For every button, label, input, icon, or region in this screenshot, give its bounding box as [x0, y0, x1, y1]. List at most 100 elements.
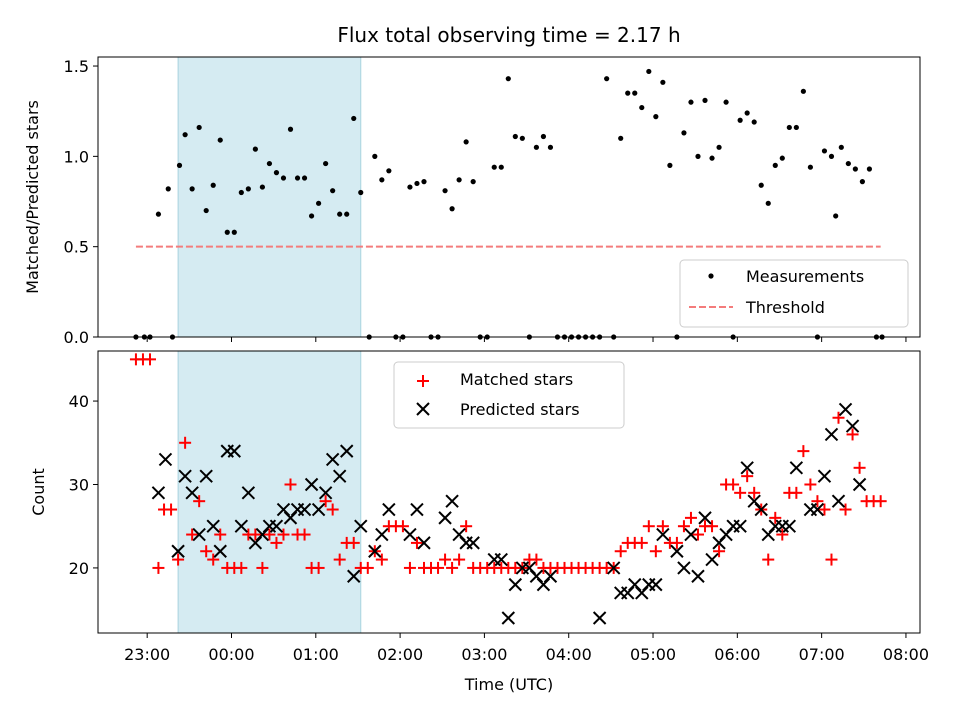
measurement-point: [442, 188, 448, 194]
matched-star-point: [186, 528, 199, 541]
predicted-star-point: [410, 502, 424, 517]
measurement-point: [259, 184, 265, 190]
measurement-point: [217, 137, 223, 143]
measurement-point: [463, 139, 469, 145]
predicted-star-point: [206, 519, 220, 533]
matched-star-point: [410, 536, 423, 549]
matched-star-point: [361, 561, 374, 574]
measurement-point: [308, 213, 315, 219]
x-tick-label: 04:00: [546, 645, 592, 664]
measurement-point: [688, 99, 694, 105]
matched-star-point: [706, 520, 719, 533]
predicted-star-point: [684, 527, 698, 542]
matched-star-point: [143, 353, 156, 366]
measurement-point: [498, 164, 504, 170]
y-tick-label: 0.0: [64, 328, 89, 347]
matched-star-point: [256, 561, 269, 574]
measurement-point: [866, 166, 873, 172]
predicted-star-point: [354, 519, 368, 533]
measurement-point: [238, 189, 244, 196]
matched-star-point: [642, 520, 655, 533]
measurement-point: [266, 160, 273, 167]
predicted-star-point: [508, 577, 523, 592]
matched-star-point: [741, 470, 754, 483]
predicted-star-point: [325, 452, 340, 467]
matched-star-point: [727, 478, 740, 491]
predicted-star-point: [311, 502, 326, 517]
measurement-point: [807, 164, 814, 170]
matched-star-point: [172, 553, 185, 566]
measurement-point: [456, 177, 462, 183]
x-tick-label: 05:00: [630, 645, 676, 664]
predicted-star-point: [318, 486, 333, 500]
measurement-point: [533, 144, 540, 150]
bottom-y-axis-label: Count: [29, 468, 48, 516]
matched-star-point: [804, 478, 817, 491]
x-tick-label: 06:00: [714, 645, 760, 664]
legend-measurements-label: Measurements: [746, 267, 864, 286]
measurement-point: [210, 182, 216, 188]
predicted-star-point: [151, 486, 166, 500]
predicted-star-point: [382, 502, 396, 517]
matched-star-point: [396, 520, 409, 533]
matched-star-point: [839, 503, 852, 516]
matched-star-point: [446, 561, 459, 574]
matched-star-point: [825, 553, 838, 566]
predicted-star-point: [438, 511, 452, 525]
predicted-star-point: [789, 461, 804, 475]
predicted-star-point: [494, 552, 508, 567]
measurement-point: [231, 229, 237, 235]
matched-star-point: [818, 503, 831, 516]
matched-star-point: [649, 545, 662, 558]
measurement-point: [491, 164, 497, 170]
matched-star-point: [214, 528, 227, 541]
measurement-point: [182, 132, 188, 138]
bottom-x-axis-label: Time (UTC): [464, 675, 553, 694]
measurement-point: [793, 124, 799, 131]
measurement-point: [252, 146, 258, 152]
measurement-point: [224, 229, 230, 235]
bottom-plot-frame: [97, 350, 921, 634]
matched-star-point: [249, 528, 262, 541]
measurement-point: [639, 104, 645, 111]
predicted-star-point: [852, 477, 867, 492]
measurement-point: [505, 76, 511, 82]
measurement-point: [667, 162, 673, 168]
measurement-point: [660, 79, 666, 85]
matched-star-point: [677, 520, 690, 533]
measurement-point: [800, 88, 806, 94]
predicted-star-point: [670, 544, 684, 558]
x-tick-label: 07:00: [799, 645, 845, 664]
matched-star-point: [439, 553, 452, 566]
y-tick-label: 40: [69, 392, 89, 411]
measurement-point: [372, 153, 378, 159]
measurement-point: [379, 177, 385, 183]
legend-predicted-marker: [416, 402, 430, 416]
measurement-point: [449, 206, 455, 212]
measurement-point: [287, 126, 294, 132]
bottom-panel: 20 30 40 23:00 00:00 01:00 02:00 03:00 04:00 05:…: [29, 350, 929, 694]
predicted-star-point: [178, 469, 192, 483]
bottom-y-ticks: 20 30 40: [69, 392, 98, 578]
predicted-star-point: [332, 469, 347, 483]
matched-star-point: [691, 528, 704, 541]
x-tick-label: 00:00: [208, 645, 254, 664]
measurement-point: [845, 160, 851, 167]
predicted-star-point: [375, 527, 389, 542]
measurement-point: [758, 182, 764, 188]
measurement-point: [723, 99, 729, 105]
matched-star-point: [790, 486, 803, 499]
matched-star-point: [811, 495, 824, 508]
top-x-ticks: [146, 337, 907, 342]
predicted-star-point: [199, 469, 213, 483]
legend-threshold-label: Threshold: [745, 298, 825, 317]
predicted-star-point: [592, 611, 607, 625]
measurement-point: [695, 153, 701, 159]
x-tick-label: 23:00: [124, 645, 170, 664]
y-tick-label: 1.0: [64, 147, 89, 166]
matched-star-point: [152, 561, 165, 574]
matched-star-point: [769, 511, 782, 524]
predicted-star-point: [213, 544, 227, 558]
matched-star-point: [762, 553, 775, 566]
top-panel: 0.0 0.5 1.0 1.5 Flux total observing time =…: [23, 23, 921, 347]
